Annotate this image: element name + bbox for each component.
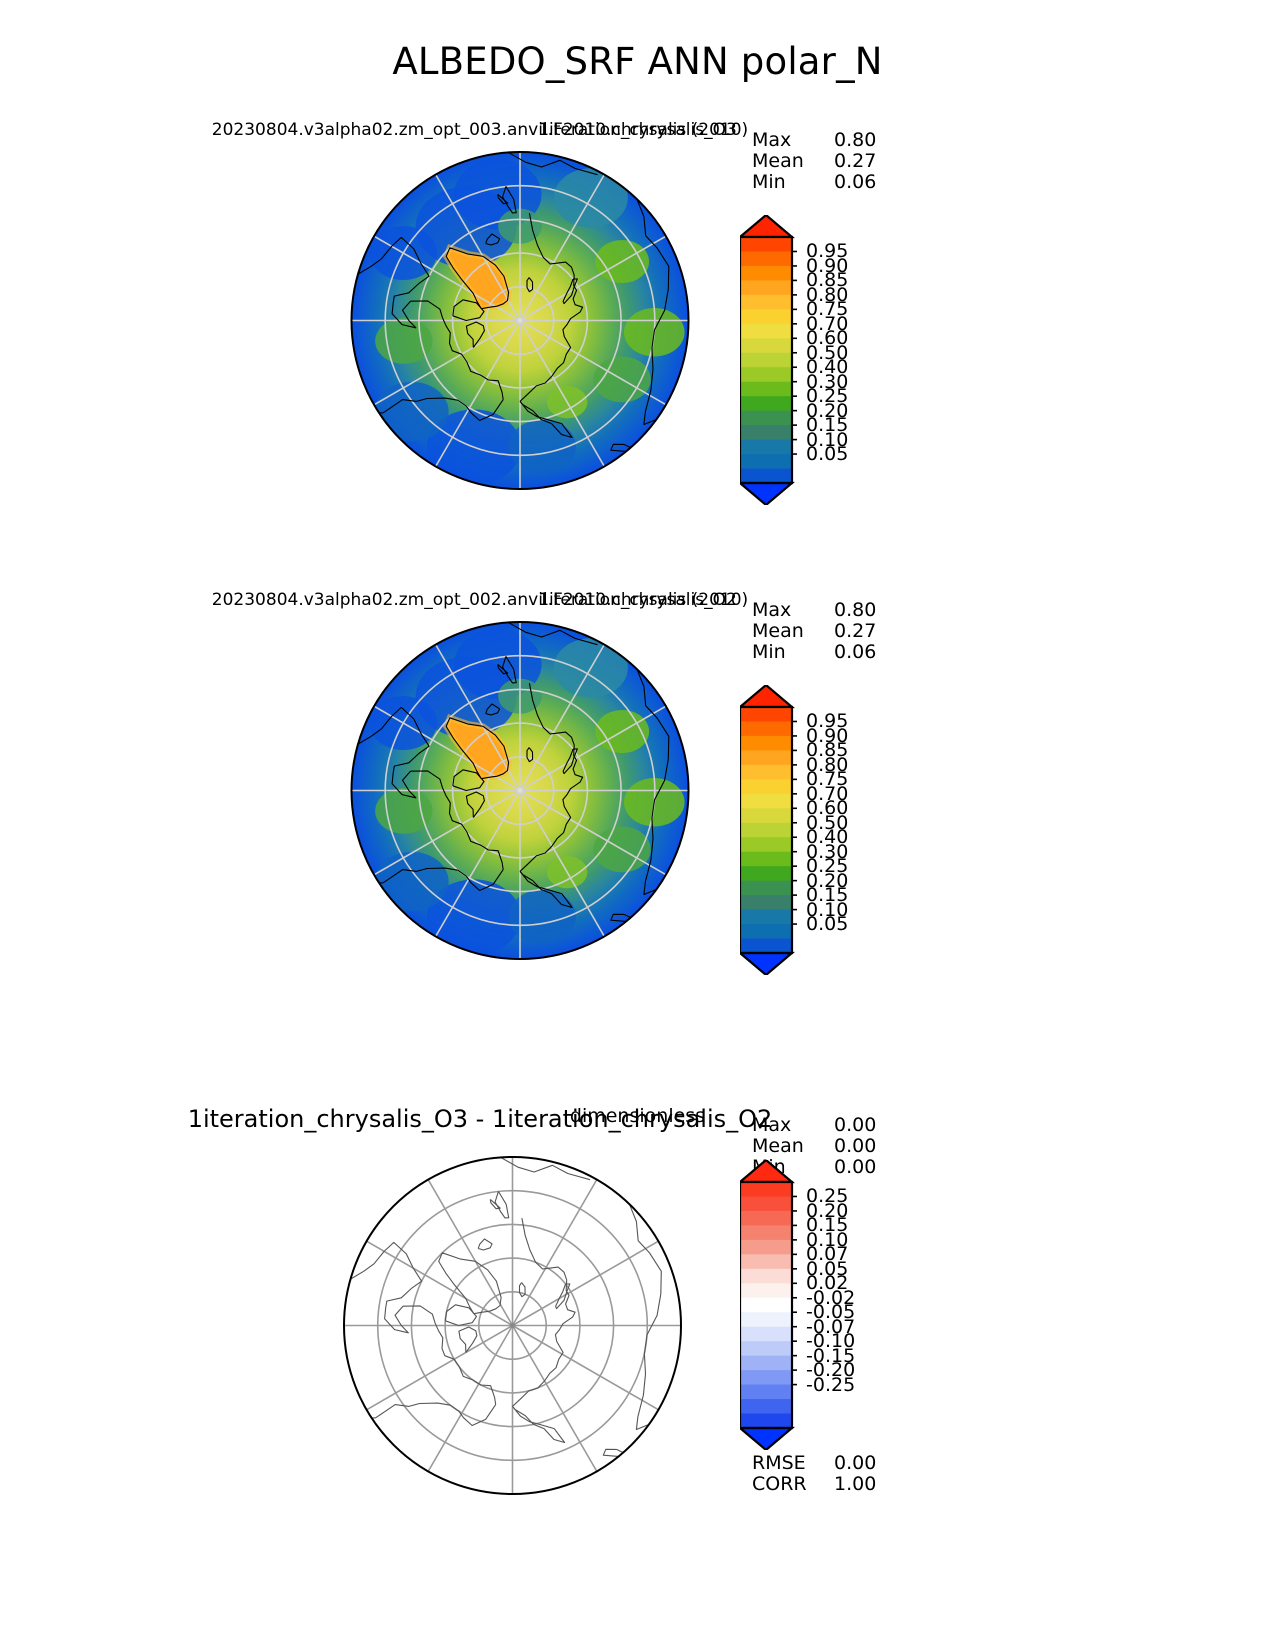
colorbar-tick-label: 0.75 [806,768,849,791]
stat-row: CORR 1.00 [752,1473,877,1495]
page-title: ALBEDO_SRF ANN polar_N [392,40,883,83]
colorbar-tick-label: -0.20 [806,1359,856,1382]
colorbar-tick-label: 0.85 [806,269,849,292]
panel-stats: Max 0.80 Mean 0.27 Min 0.06 [752,130,932,193]
panel-reference: 20230804.v3alpha02.zm_opt_002.anvil.F201… [0,590,1275,1030]
colorbar-tick-label: 0.70 [806,782,849,805]
colorbar-tick-label: 0.10 [806,428,849,451]
colorbar-tick-label: 0.05 [806,913,849,936]
stat-row: Max 0.80 [752,599,877,621]
panel-test: 20230804.v3alpha02.zm_opt_003.anvil.F201… [0,120,1275,560]
colorbar-tick-label: 0.15 [806,884,849,907]
stat-row: Mean 0.00 [752,1135,877,1157]
colorbar-tick-label: 0.15 [806,414,849,437]
colorbar-tick-label: 0.90 [806,254,849,277]
colorbar-tick-label: 0.90 [806,724,849,747]
colorbar-tick-label: 0.75 [806,298,849,321]
colorbar-tick-label: -0.25 [806,1373,856,1396]
colorbar-tick-label: 0.15 [806,1214,849,1237]
colorbar-tick-label: 0.05 [806,1257,849,1280]
stat-row: RMSE 0.00 [752,1452,877,1474]
colorbar-tick-label: -0.10 [806,1330,856,1353]
colorbar-tick-label: 0.85 [806,739,849,762]
colorbar-tick-label: 0.50 [806,811,849,834]
polar-map-difference [320,1153,705,1498]
panel-difference: 1iteration_chrysalis_O3 - 1iteration_chr… [0,1105,1275,1575]
colorbar-difference: 0.25 0.20 0.15 0.10 0.07 0.05 0.02 -0.02 -0.05 -0… [736,1158,855,1454]
colorbar-tick-label: 0.95 [806,240,849,263]
colorbar-tick-label: 0.80 [806,283,849,306]
panel-title: 1iteration_chrysalis_O3 - 1iteration_chr… [187,1105,773,1133]
panel-footer-stats: RMSE 0.00 CORR 1.00 [752,1453,952,1495]
panel-stats: Max 0.80 Mean 0.27 Min 0.06 [752,600,932,663]
colorbar-tick-label: 0.40 [806,356,849,379]
colorbar-tick-label: -0.07 [806,1315,856,1338]
stat-row: Mean 0.27 [752,150,877,172]
colorbar-tick-label: 0.20 [806,869,849,892]
stat-row: Mean 0.27 [752,620,877,642]
colorbar-tick-label: 0.70 [806,312,849,335]
colorbar-tick-label: 0.95 [806,710,849,733]
colorbar-tick-label: 0.80 [806,753,849,776]
stat-row: Max 0.80 [752,129,877,151]
colorbar-tick-label: 0.25 [806,855,849,878]
colorbar-tick-label: 0.30 [806,370,849,393]
panel-title: 20230804.v3alpha02.zm_opt_003.anvil.F201… [211,120,749,140]
colorbar-tick-label: 0.20 [806,1199,849,1222]
colorbar-tick-label: 0.10 [806,1228,849,1251]
polar-map-test [320,148,720,493]
colorbar-tick-label: -0.02 [806,1286,856,1309]
colorbar-tick-label: -0.05 [806,1301,856,1324]
stat-row: Min 0.06 [752,641,877,663]
colorbar-tick-label: -0.15 [806,1344,856,1367]
colorbar-reference: 0.95 0.90 0.85 0.80 0.75 0.70 0.60 0.50 0.40 0.30… [736,683,848,979]
colorbar-tick-label: 0.60 [806,327,849,350]
polar-map-reference [320,618,720,963]
colorbar-tick-label: 0.25 [806,385,849,408]
colorbar-tick-label: 0.40 [806,826,849,849]
colorbar-tick-label: 0.10 [806,898,849,921]
colorbar-tick-label: 0.50 [806,341,849,364]
colorbar-tick-label: 0.02 [806,1272,849,1295]
colorbar-tick-label: 0.30 [806,840,849,863]
colorbar-tick-label: 0.05 [806,443,849,466]
colorbar-tick-label: 0.07 [806,1243,849,1266]
colorbar-tick-label: 0.20 [806,399,849,422]
stat-row: Min 0.06 [752,171,877,193]
colorbar-tick-label: 0.60 [806,797,849,820]
stat-row: Max 0.00 [752,1114,877,1136]
colorbar-tick-label: 0.25 [806,1185,849,1208]
panel-title: 20230804.v3alpha02.zm_opt_002.anvil.F201… [211,590,749,610]
colorbar-test: 0.95 0.90 0.85 0.80 0.75 0.70 0.60 0.50 0.40 0.30… [736,213,848,509]
